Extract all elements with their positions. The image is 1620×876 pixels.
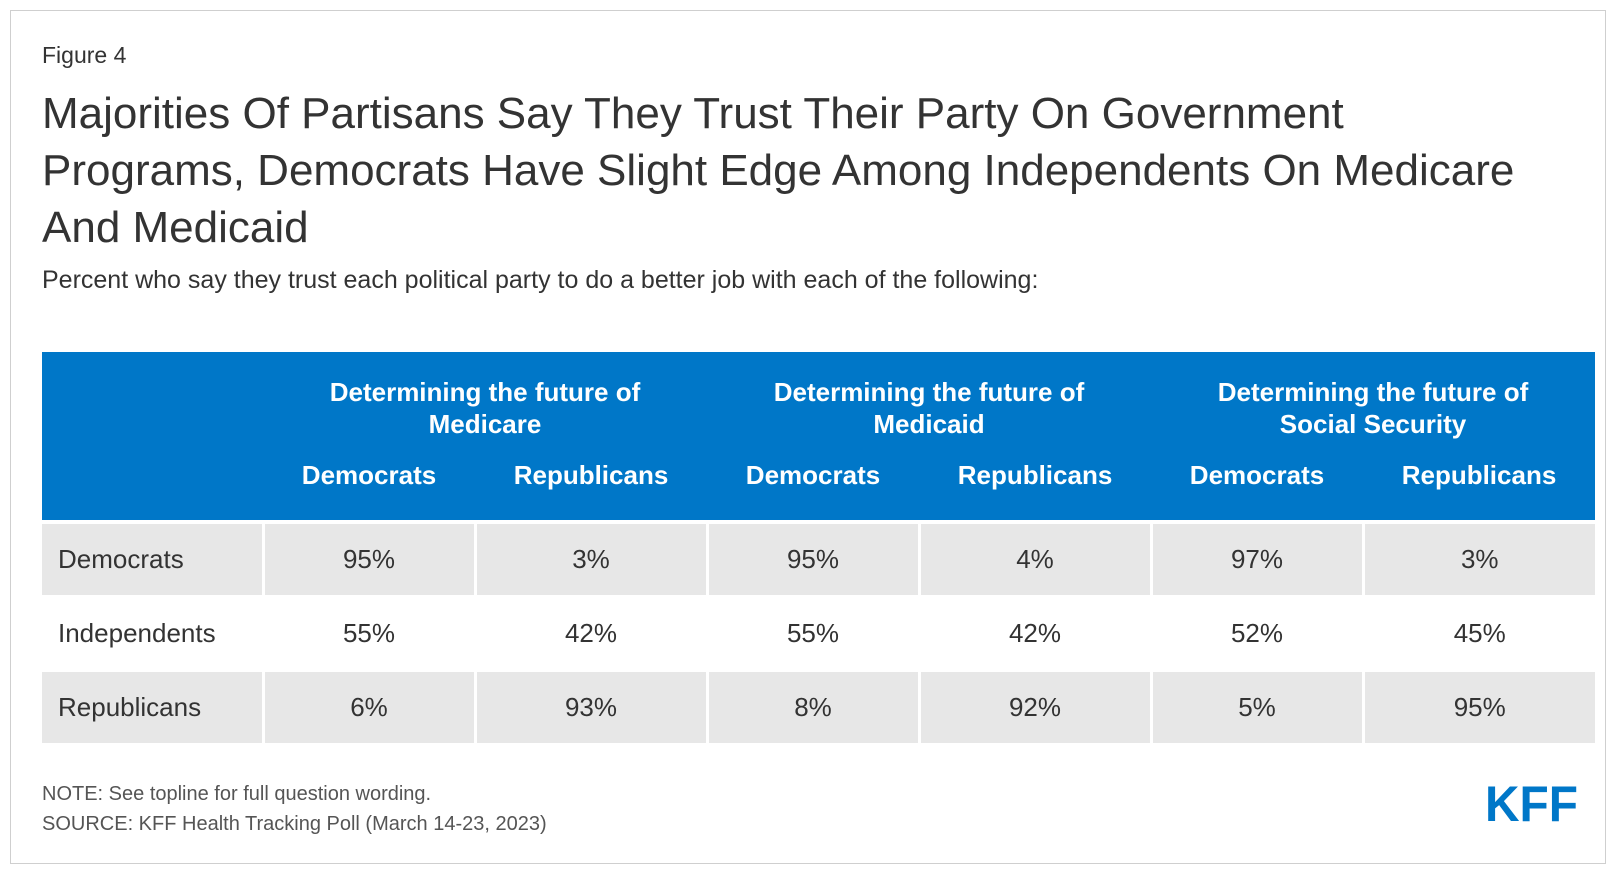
- table-cell: 6%: [263, 670, 477, 743]
- subcolumn-header: Democrats: [1151, 458, 1363, 522]
- table-cell: 55%: [263, 596, 477, 671]
- subcolumn-header: Republicans: [919, 458, 1151, 522]
- kff-logo-text: KFF: [1485, 782, 1578, 824]
- column-group-label: Determining the future of Medicaid: [773, 377, 1085, 439]
- column-group-header: Determining the future of Medicare: [263, 352, 707, 458]
- row-label: Republicans: [42, 670, 265, 743]
- figure-label: Figure 4: [42, 42, 127, 68]
- table-cell: 95%: [1363, 670, 1595, 743]
- subcolumn-header-row: Democrats Republicans Democrats Republic…: [42, 458, 1595, 522]
- data-table-container: Determining the future of Medicare Deter…: [42, 352, 1595, 743]
- corner-header-cell: [42, 352, 263, 458]
- data-table: Determining the future of Medicare Deter…: [42, 352, 1595, 743]
- kff-logo: KFF: [1485, 782, 1578, 824]
- table-cell: 55%: [707, 596, 921, 671]
- column-group-header: Determining the future of Medicaid: [707, 352, 1151, 458]
- table-cell: 4%: [919, 522, 1153, 597]
- table-cell: 8%: [707, 670, 921, 743]
- table-cell: 95%: [263, 522, 477, 597]
- subcolumn-header: Democrats: [707, 458, 919, 522]
- corner-header-cell: [42, 458, 263, 522]
- row-label: Democrats: [42, 522, 265, 597]
- table-cell: 92%: [919, 670, 1153, 743]
- table-cell: 97%: [1151, 522, 1365, 597]
- source-text: SOURCE: KFF Health Tracking Poll (March …: [42, 813, 547, 835]
- table-cell: 52%: [1151, 596, 1365, 671]
- chart-subtitle: Percent who say they trust each politica…: [42, 266, 1039, 294]
- column-group-header-row: Determining the future of Medicare Deter…: [42, 352, 1595, 458]
- column-group-label: Determining the future of Medicare: [329, 377, 641, 439]
- table-cell: 93%: [475, 670, 709, 743]
- subcolumn-header: Democrats: [263, 458, 475, 522]
- table-cell: 3%: [475, 522, 709, 597]
- column-group-label: Determining the future of Social Securit…: [1217, 377, 1529, 439]
- note-text: NOTE: See topline for full question word…: [42, 783, 432, 805]
- subcolumn-header: Republicans: [475, 458, 707, 522]
- chart-notes: NOTE: See topline for full question word…: [42, 779, 547, 839]
- table-row: Independents 55% 42% 55% 42% 52% 45%: [42, 596, 1595, 671]
- row-label: Independents: [42, 596, 265, 671]
- column-group-header: Determining the future of Social Securit…: [1151, 352, 1595, 458]
- table-cell: 42%: [919, 596, 1153, 671]
- chart-title: Majorities Of Partisans Say They Trust T…: [42, 89, 1515, 252]
- table-cell: 95%: [707, 522, 921, 597]
- table-cell: 45%: [1363, 596, 1595, 671]
- figure-frame: [10, 10, 1606, 864]
- table-cell: 42%: [475, 596, 709, 671]
- subcolumn-header: Republicans: [1363, 458, 1595, 522]
- table-cell: 5%: [1151, 670, 1365, 743]
- table-row: Democrats 95% 3% 95% 4% 97% 3%: [42, 522, 1595, 597]
- table-cell: 3%: [1363, 522, 1595, 597]
- table-row: Republicans 6% 93% 8% 92% 5% 95%: [42, 670, 1595, 743]
